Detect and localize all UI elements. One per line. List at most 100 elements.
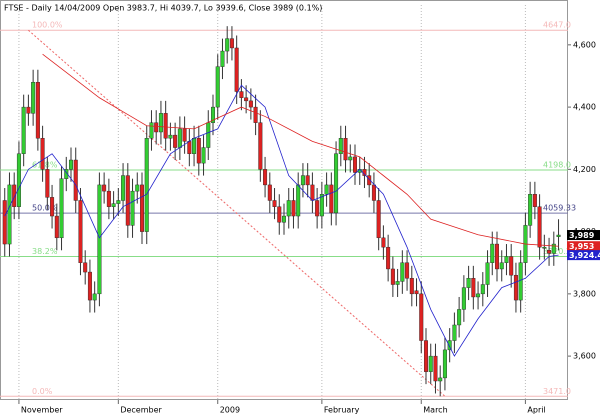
candle-body bbox=[499, 262, 504, 270]
candle-body bbox=[310, 184, 315, 201]
candle-body bbox=[158, 113, 163, 133]
candle-body bbox=[400, 262, 405, 282]
candle-body bbox=[267, 184, 272, 201]
candle-body bbox=[125, 175, 130, 226]
candle-body bbox=[59, 178, 64, 239]
candle-body bbox=[300, 175, 305, 186]
candle-body bbox=[192, 138, 197, 154]
price-box bbox=[567, 230, 600, 241]
candle-body bbox=[12, 184, 17, 207]
candle-body bbox=[272, 200, 277, 207]
candle-body bbox=[471, 278, 476, 298]
candle-body bbox=[419, 293, 424, 341]
candle-body bbox=[348, 156, 353, 161]
candle-body bbox=[201, 147, 206, 164]
candle-body bbox=[92, 293, 97, 301]
candle-body bbox=[409, 278, 414, 295]
candle-body bbox=[376, 200, 381, 239]
candle-body bbox=[315, 200, 320, 217]
candle-body bbox=[229, 38, 234, 49]
candle-body bbox=[258, 122, 263, 170]
candle-body bbox=[395, 281, 400, 285]
candle-body bbox=[73, 159, 78, 201]
candle-body bbox=[532, 194, 537, 207]
price-label: 3,924.44 bbox=[569, 251, 600, 260]
candle-body bbox=[414, 290, 419, 295]
candle-body bbox=[248, 100, 253, 108]
x-tick-label: December bbox=[120, 406, 162, 415]
candle-body bbox=[263, 169, 268, 186]
candle-body bbox=[144, 138, 149, 232]
candle-body bbox=[135, 184, 140, 192]
candle-body bbox=[244, 97, 249, 102]
ma-line bbox=[4, 84, 559, 357]
candle-body bbox=[367, 175, 372, 186]
candle-body bbox=[381, 237, 386, 248]
candle-body bbox=[386, 246, 391, 270]
candle-body bbox=[168, 134, 173, 139]
candle-body bbox=[187, 141, 192, 154]
x-tick-label: March bbox=[423, 406, 447, 415]
candle-body bbox=[130, 190, 135, 226]
candle-body bbox=[329, 184, 334, 214]
candle-body bbox=[50, 197, 55, 217]
candle-body bbox=[234, 47, 239, 92]
candle-body bbox=[286, 200, 291, 217]
candle-body bbox=[87, 271, 92, 301]
candle-body bbox=[424, 340, 429, 372]
candle-body bbox=[215, 66, 220, 108]
fib-label: 3471.0 bbox=[543, 387, 571, 396]
candle-body bbox=[31, 81, 36, 114]
x-tick-label: April bbox=[527, 406, 545, 415]
candle-body bbox=[253, 106, 258, 123]
candle-body bbox=[513, 274, 518, 301]
candle-body bbox=[64, 169, 69, 179]
candle-body bbox=[495, 243, 500, 270]
candle-body bbox=[173, 134, 178, 148]
price-label: 3,989 bbox=[569, 231, 595, 240]
candle-body bbox=[282, 215, 287, 223]
candle-body bbox=[177, 128, 182, 148]
candle-body bbox=[542, 246, 547, 249]
candle-body bbox=[296, 184, 301, 217]
price-box bbox=[567, 241, 600, 252]
candle-body bbox=[390, 268, 395, 285]
chart-title: FTSE - Daily 14/04/2009 Open 3983.7, Hi … bbox=[4, 4, 322, 13]
candle-body bbox=[196, 138, 201, 164]
candle-body bbox=[40, 138, 45, 170]
ma-line bbox=[42, 53, 559, 247]
candle-body bbox=[83, 262, 88, 273]
candle-body bbox=[7, 184, 12, 245]
candle-body bbox=[210, 106, 215, 123]
candle-body bbox=[291, 200, 296, 217]
fib-name: 0.0% bbox=[32, 387, 53, 396]
x-tick-label: February bbox=[324, 406, 360, 415]
candle-body bbox=[97, 184, 102, 295]
candle-body bbox=[21, 106, 26, 154]
y-tick-label: 4,600 bbox=[573, 40, 596, 49]
candle-body bbox=[405, 262, 410, 279]
candle-body bbox=[537, 206, 542, 248]
candle-body bbox=[490, 243, 495, 263]
fib-name: 100.0% bbox=[32, 21, 63, 30]
fib-label: 3920.2 bbox=[543, 247, 571, 256]
candle-body bbox=[106, 190, 111, 207]
candle-body bbox=[2, 200, 7, 245]
candle-body bbox=[461, 287, 466, 310]
candle-body bbox=[476, 293, 481, 298]
candle-body bbox=[45, 169, 50, 198]
candle-body bbox=[466, 278, 471, 288]
candle-body bbox=[149, 122, 154, 139]
candle-body bbox=[35, 81, 40, 139]
fib-name: 38.2% bbox=[32, 247, 58, 256]
candle-body bbox=[447, 340, 452, 351]
y-tick-label: 3,800 bbox=[573, 289, 596, 298]
candle-body bbox=[438, 377, 443, 382]
candle-body bbox=[78, 200, 83, 263]
price-label: 3,953 bbox=[569, 242, 594, 251]
candle-body bbox=[371, 184, 376, 201]
x-tick-label: November bbox=[21, 406, 63, 415]
candle-body bbox=[121, 175, 126, 201]
candle-body bbox=[551, 243, 556, 254]
